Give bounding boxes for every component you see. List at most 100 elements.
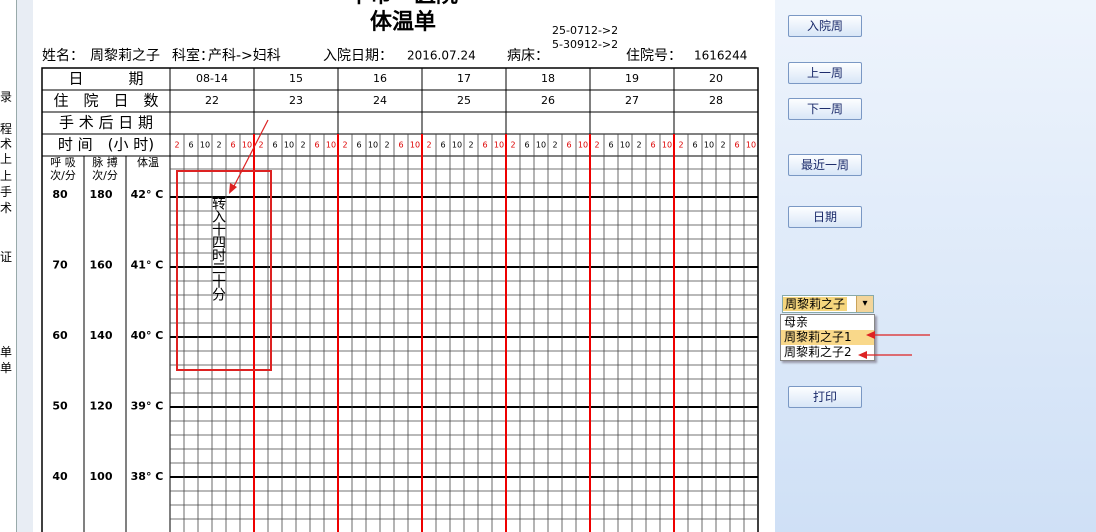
scale-header: 脉 搏 [92,155,118,169]
button[interactable]: 打印 [788,386,862,408]
temp-scale: 39° C [131,400,164,413]
time-label: 6 [272,141,277,150]
temp-scale: 40° C [131,329,164,342]
time-label: 6 [650,141,655,150]
time-label: 6 [566,141,571,150]
pulse-scale: 100 [90,470,113,483]
code: 25-0712->2 [552,24,618,37]
time-label: 10 [662,141,672,150]
time-label: 6 [314,141,319,150]
time-label: 6 [356,141,361,150]
sidebar-item[interactable]: 上 [0,152,13,166]
patient-bed-label: 病床： [507,48,549,64]
code: 5-30912->2 [552,38,618,51]
time-label: 2 [174,141,179,150]
temp-scale: 42° C [131,188,164,201]
resp-scale: 60 [52,329,68,342]
date: 15 [289,72,303,85]
time-label: 10 [578,141,588,150]
scale-header: 次/分 [50,168,76,182]
time-label: 10 [452,141,462,150]
patient-name: 周黎莉之子 [90,48,160,64]
dropdown-option[interactable]: 母亲 [784,315,809,329]
arrow-head [229,183,237,194]
time-label: 10 [746,141,756,150]
row-label: 手 术 后 日 期 [59,114,153,132]
temp-scale: 38° C [131,470,164,483]
scale-header: 体温 [137,155,159,169]
temperature-sheet: 中市 医院体温单 25-0712->25-30912->2 姓名： 周黎莉之子科室：产… [41,0,759,532]
dropdown-arrow[interactable]: ▾ [856,296,873,312]
sidebar-item[interactable]: 单 [0,345,13,359]
time-label: 10 [200,141,210,150]
button[interactable]: 最近一周 [788,154,862,176]
patient-dept: 产科->妇科 [208,47,281,64]
row-label: 时 间 (小 时) [58,136,154,154]
time-label: 2 [342,141,347,150]
dropdown-option[interactable]: 周黎莉之子2 [784,345,852,359]
date: 20 [709,72,723,85]
button[interactable]: 上一周 [788,62,862,84]
patient-id-label: 住院号： [626,48,682,64]
sidebar-item[interactable]: 程 [0,122,13,136]
dropdown-selected: 周黎莉之子 [783,297,848,311]
time-label: 10 [368,141,378,150]
hospital-day: 25 [457,94,471,107]
hospital-day: 28 [709,94,723,107]
hospital-day: 24 [373,94,387,107]
sidebar-gap [17,0,33,532]
resp-scale: 80 [52,188,68,201]
dropdown[interactable]: 周黎莉之子 ▾ [782,295,874,313]
pulse-scale: 140 [90,329,113,342]
patient-dept-label: 科室： [172,47,214,64]
row-label: 日 期 [68,70,143,88]
button[interactable]: 入院周 [788,15,862,37]
time-label: 2 [468,141,473,150]
button[interactable]: 日期 [788,206,862,228]
time-label: 6 [608,141,613,150]
time-label: 6 [734,141,739,150]
time-label: 10 [620,141,630,150]
resp-scale: 40 [52,470,68,483]
date: 08-14 [196,72,228,85]
control-panel: 入院周上一周下一周最近一周日期打印 周黎莉之子 ▾ 母亲 周黎莉之子1 周黎莉之子2 [775,0,1096,532]
annotation: 转入十四时二十分 [210,196,226,300]
date: 18 [541,72,555,85]
patient-id: 1616244 [694,49,747,63]
hospital-day: 22 [205,94,219,107]
dropdown-option[interactable]: 周黎莉之子1 [781,330,874,345]
time-label: 2 [300,141,305,150]
sidebar-item[interactable]: 证 [0,250,13,264]
time-label: 2 [720,141,725,150]
pulse-scale: 160 [90,259,113,272]
resp-scale: 50 [52,400,68,413]
time-label: 6 [188,141,193,150]
time-label: 10 [704,141,714,150]
time-label: 6 [692,141,697,150]
time-label: 2 [552,141,557,150]
sidebar-item[interactable]: 手 [0,185,13,199]
sidebar-item[interactable]: 术 [0,137,13,151]
pulse-scale: 120 [90,400,113,413]
time-label: 6 [398,141,403,150]
time-label: 6 [482,141,487,150]
row-label: 住 院 日 数 [53,92,158,110]
hospital-name: 中市 医院 [348,0,458,8]
time-label: 10 [494,141,504,150]
sidebar-item[interactable]: 上 [0,169,13,183]
sidebar-item[interactable]: 单 [0,361,13,375]
annotation-box [176,170,272,371]
sidebar-item[interactable]: 录 [0,90,13,104]
pulse-scale: 180 [90,188,113,201]
patient-admit-date: 2016.07.24 [407,49,476,63]
time-label: 10 [326,141,336,150]
button[interactable]: 下一周 [788,98,862,120]
time-label: 6 [524,141,529,150]
hospital-day: 26 [541,94,555,107]
time-label: 10 [242,141,252,150]
time-label: 6 [440,141,445,150]
patient-name-label: 姓名： [42,48,84,64]
resp-scale: 70 [52,259,68,272]
sidebar-item[interactable]: 术 [0,201,13,215]
hospital-day: 27 [625,94,639,107]
